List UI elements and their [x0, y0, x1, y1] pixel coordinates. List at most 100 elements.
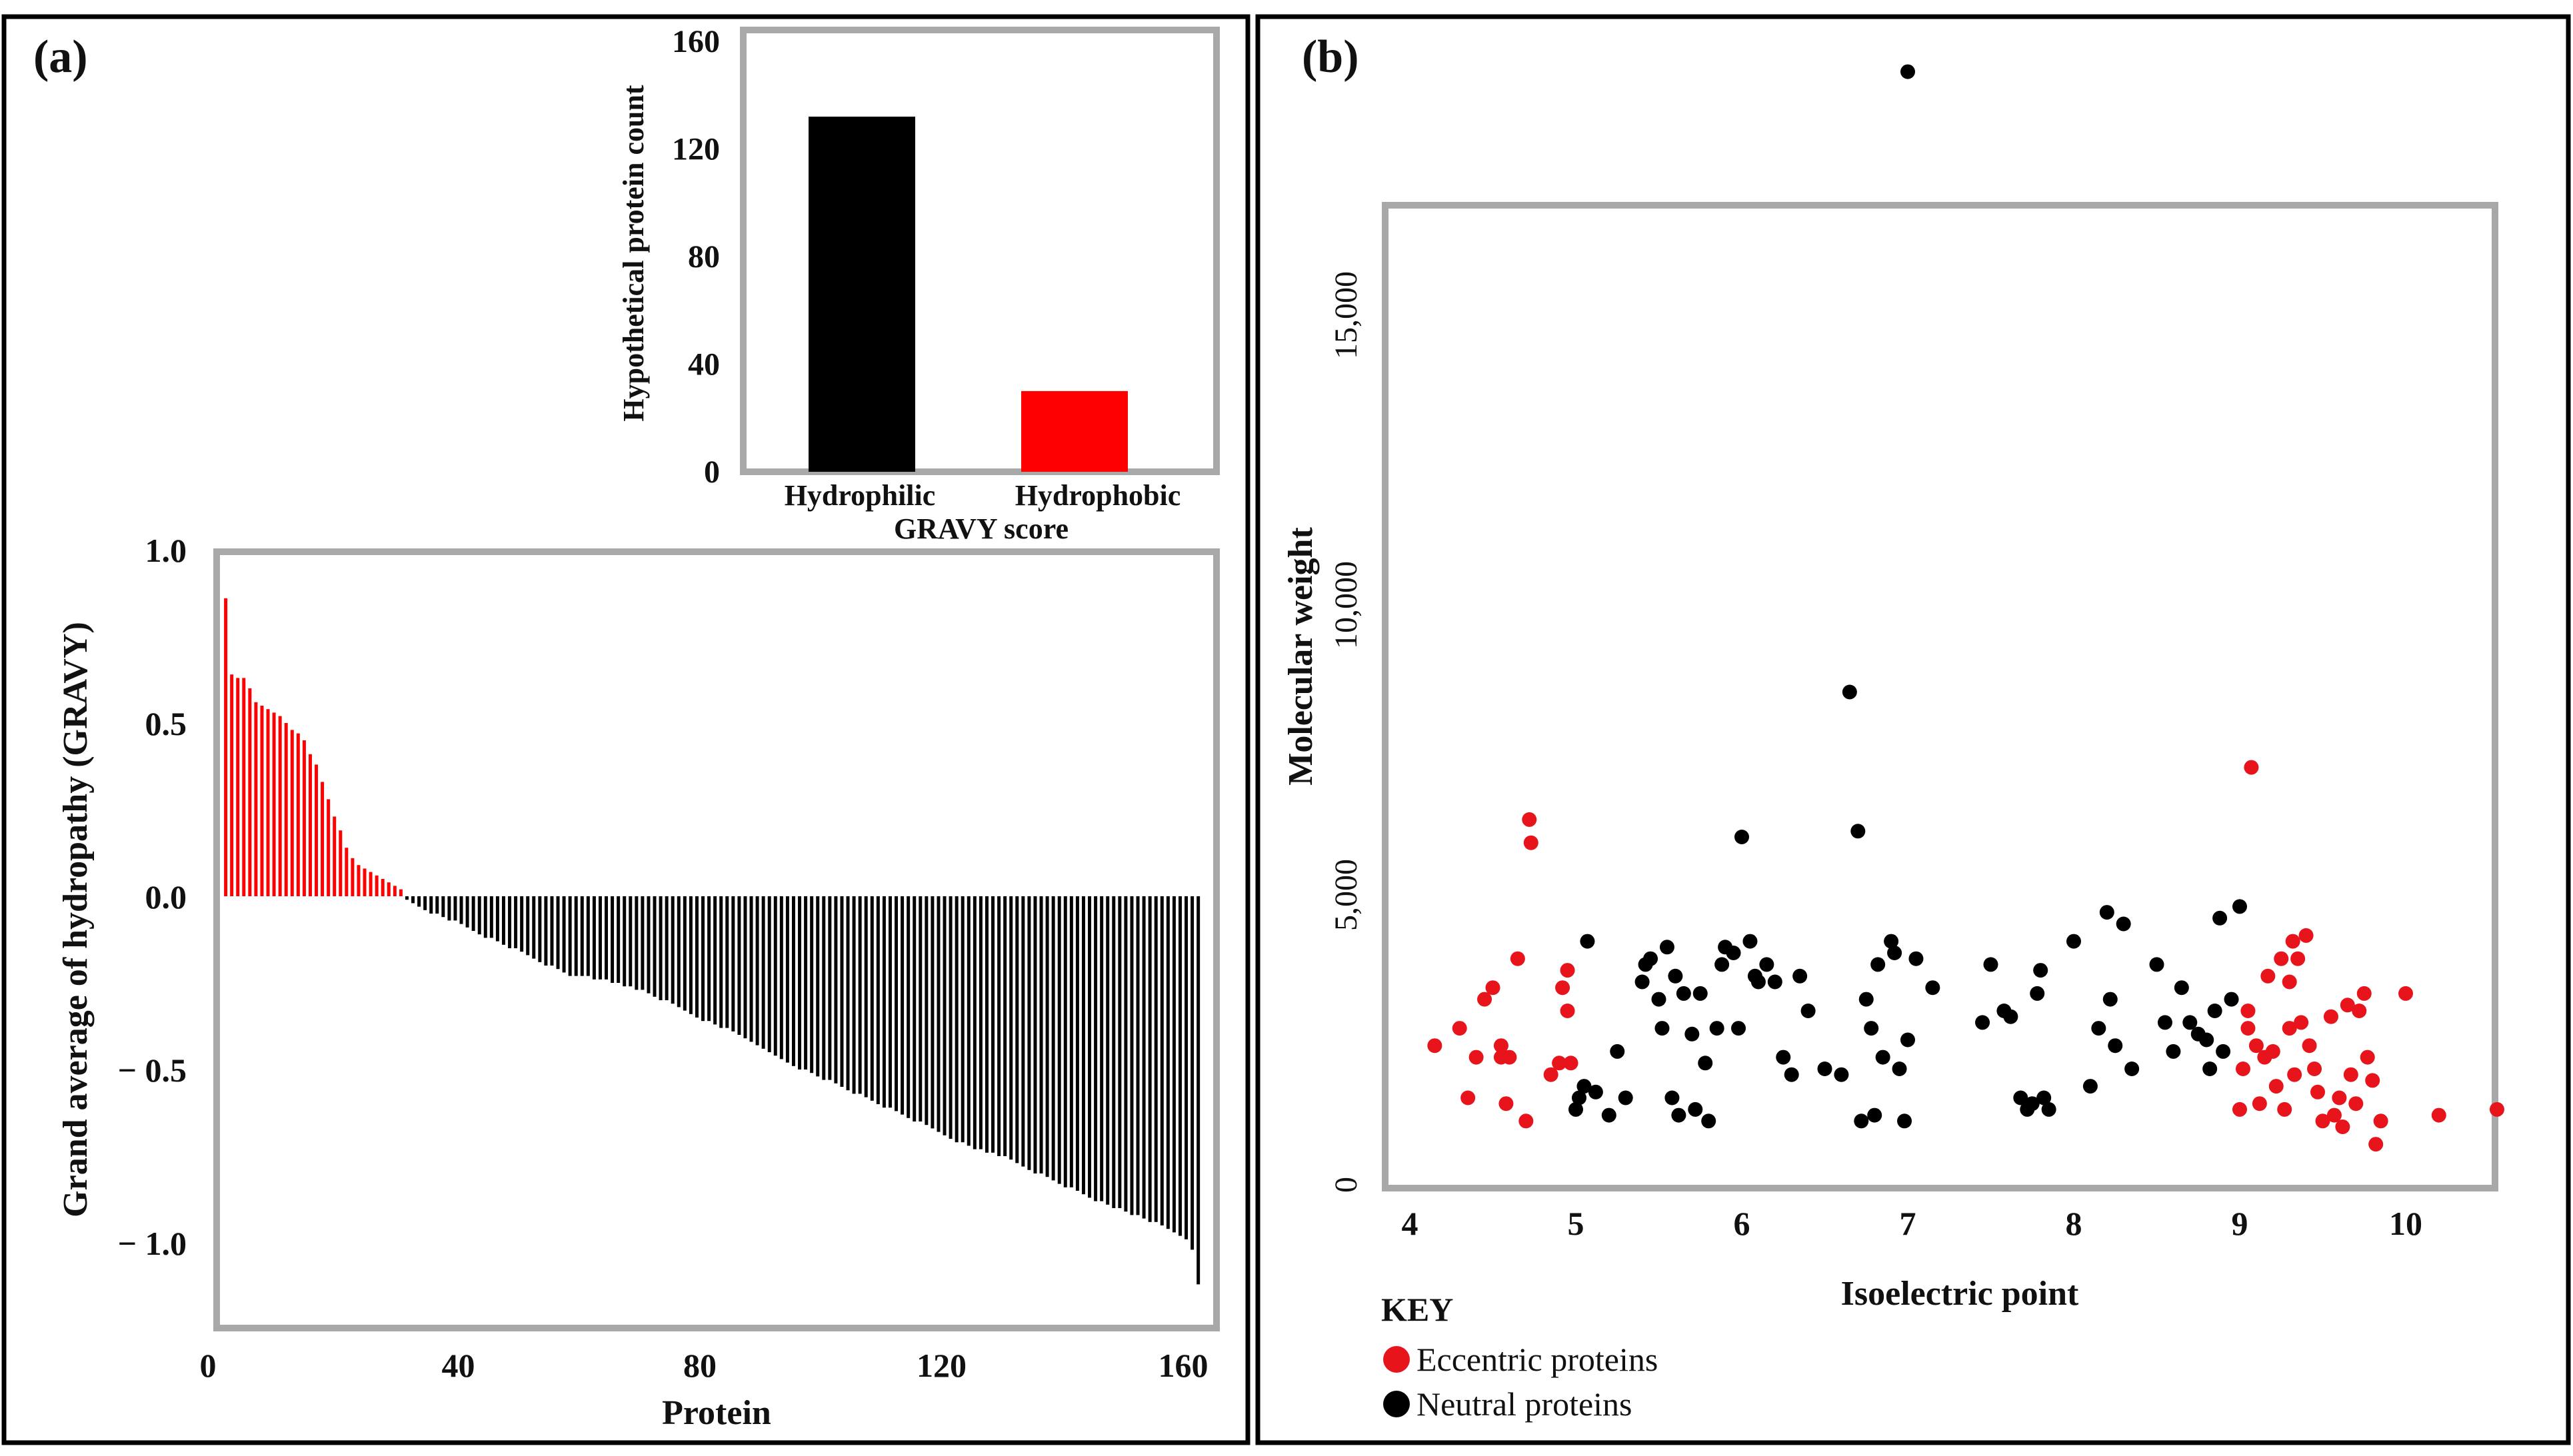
neutral-point [1726, 946, 1741, 960]
gravy-bar [1088, 896, 1092, 1198]
gravy-bar [1039, 896, 1043, 1173]
neutral-point [1900, 64, 1915, 79]
neutral-point [1784, 1067, 1799, 1082]
neutral-point [1618, 1090, 1633, 1105]
gravy-bar [689, 896, 693, 1014]
inset-y-tick-label: 120 [672, 132, 720, 167]
panel-a: (a) 0 40 80 120 160 Hydrophilic Hydrophobic H… [1, 14, 1251, 1445]
gravy-bar [677, 896, 681, 1008]
eccentric-point [1460, 1090, 1476, 1105]
neutral-point [2033, 963, 2048, 978]
gravy-bar [315, 764, 319, 896]
eccentric-point [2274, 951, 2289, 966]
gravy-bar [925, 896, 929, 1125]
eccentric-point [2352, 1004, 2367, 1018]
inset-chart: 0 40 80 120 160 Hydrophilic Hydrophobic Hypot… [617, 24, 1220, 545]
gravy-bar [230, 674, 234, 896]
gravy-bar [302, 740, 306, 896]
scatter-y-tick-label: 5,000 [1328, 859, 1364, 931]
neutral-point [1975, 1015, 1990, 1030]
eccentric-point [2298, 928, 2314, 943]
neutral-point [1601, 1107, 1616, 1123]
scatter-chart: 0 5,000 10,000 15,000 4 5 6 7 8 9 10 Molecular we… [1282, 64, 2504, 1313]
gravy-bar [901, 896, 905, 1115]
gravy-bar [284, 723, 288, 896]
gravy-bar [979, 896, 983, 1149]
gravy-bar [949, 896, 953, 1139]
gravy-bar [550, 896, 554, 966]
neutral-point [2091, 1021, 2106, 1036]
neutral-point [1817, 1062, 1832, 1076]
gravy-bar [544, 896, 548, 966]
gravy-bar [743, 896, 747, 1039]
eccentric-point [2282, 1021, 2297, 1036]
eccentric-point [1427, 1038, 1442, 1054]
gravy-bar [495, 896, 499, 942]
inset-y-tick-label: 0 [704, 454, 720, 490]
neutral-point [1908, 951, 1924, 966]
neutral-point [2099, 905, 2114, 920]
gravy-bar [701, 896, 705, 1022]
eccentric-point [2244, 760, 2259, 775]
eccentric-point [2240, 1004, 2256, 1018]
gravy-bar [1100, 896, 1104, 1201]
neutral-point [1858, 992, 1874, 1007]
gravy-y-tick-label: − 1.0 [118, 1225, 187, 1262]
gravy-bar [429, 896, 433, 914]
neutral-point [1742, 934, 1758, 949]
gravy-bar [592, 896, 596, 980]
neutral-point [1854, 1113, 1869, 1129]
gravy-bar [321, 782, 325, 896]
eccentric-point [2360, 1050, 2375, 1065]
gravy-bar [453, 896, 457, 921]
gravy-bar [665, 896, 669, 1000]
eccentric-point [2240, 1021, 2256, 1036]
gravy-bar [961, 896, 965, 1143]
neutral-point [1750, 974, 1766, 990]
scatter-x-ticks: 4 5 6 7 8 9 10 [1402, 1205, 2423, 1242]
gravy-bar [501, 896, 505, 945]
neutral-point [2036, 1090, 2052, 1105]
gravy-bar [943, 896, 947, 1135]
legend-label-eccentric: Eccentric proteins [1416, 1341, 1658, 1378]
eccentric-point [1552, 1056, 1567, 1071]
gravy-bar [1021, 896, 1025, 1167]
gravy-bar [345, 848, 349, 896]
gravy-bar [767, 896, 771, 1052]
neutral-point [1684, 1026, 1700, 1042]
neutral-point [2013, 1090, 2028, 1105]
neutral-point [1664, 1090, 1680, 1105]
gravy-bar [339, 830, 343, 896]
gravy-bar [713, 896, 717, 1025]
gravy-bar [907, 896, 911, 1118]
gravy-y-tick-label: 1.0 [145, 532, 187, 569]
panel-b-label: (b) [1302, 31, 1359, 83]
gravy-bar [991, 896, 995, 1153]
gravy-bar [725, 896, 729, 1028]
gravy-bar [236, 678, 240, 896]
gravy-bar [870, 896, 874, 1101]
gravy-bar [1063, 896, 1067, 1187]
neutral-point [1580, 934, 1595, 949]
gravy-bar [1106, 896, 1110, 1205]
neutral-point [1842, 684, 1857, 700]
neutral-point [1588, 1084, 1603, 1099]
gravy-bar [296, 733, 300, 896]
gravy-bar [852, 896, 856, 1094]
neutral-point [2232, 899, 2247, 914]
eccentric-point [1502, 1050, 1517, 1065]
neutral-point [1654, 1021, 1670, 1036]
neutral-point [1659, 940, 1674, 955]
gravy-bar [761, 896, 765, 1049]
neutral-point [1668, 968, 1683, 984]
gravy-x-tick-label: 40 [442, 1347, 475, 1384]
neutral-point [1983, 957, 1998, 972]
neutral-point [1634, 974, 1650, 990]
gravy-bar [895, 896, 899, 1111]
scatter-x-tick-label: 4 [1402, 1205, 1418, 1242]
gravy-bar [810, 896, 814, 1074]
neutral-point [1892, 1062, 1907, 1076]
gravy-bar [695, 896, 699, 1018]
gravy-bar [1015, 896, 1019, 1163]
gravy-bar [1051, 896, 1055, 1181]
